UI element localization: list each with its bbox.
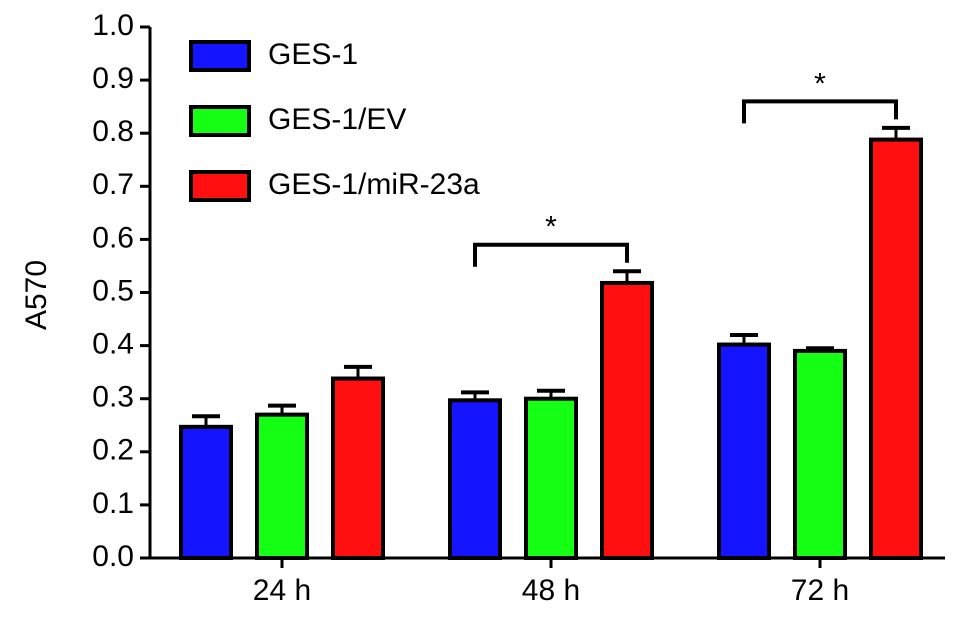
y-tick-label: 0.1 <box>92 487 134 520</box>
legend-swatch <box>189 105 251 137</box>
y-tick-label: 0.0 <box>92 540 134 573</box>
y-tick-label: 0.3 <box>92 381 134 414</box>
significance-bracket <box>742 99 898 124</box>
y-tick-label: 0.6 <box>92 221 134 254</box>
y-tick-label: 0.9 <box>92 62 134 95</box>
legend-swatch <box>189 40 251 72</box>
x-tick-label: 24 h <box>253 574 311 607</box>
legend: GES-1 GES-1/EV GES-1/miR-23a <box>189 38 480 202</box>
bar <box>255 412 309 560</box>
significance-star: * <box>545 211 557 244</box>
bar <box>600 280 654 560</box>
x-tick-label: 72 h <box>791 574 849 607</box>
significance-star: * <box>814 67 826 100</box>
bar <box>793 348 847 560</box>
bar <box>717 342 771 560</box>
y-tick-label: 1.0 <box>92 9 134 42</box>
significance-annotations: ** <box>473 67 898 267</box>
y-tick-label: 0.7 <box>92 168 134 201</box>
y-tick-label: 0.5 <box>92 274 134 307</box>
bar <box>179 424 233 560</box>
y-tick-label: 0.8 <box>92 115 134 148</box>
bar <box>524 396 578 561</box>
legend-swatch <box>189 170 251 202</box>
error-bars <box>192 125 910 427</box>
significance-bracket <box>473 242 629 267</box>
legend-label: GES-1/miR-23a <box>268 168 480 201</box>
legend-label: GES-1 <box>268 38 358 71</box>
bar <box>869 137 923 561</box>
axes: 0.0 0.1 0.2 0.3 0.4 0.5 0.6 0.7 0.8 0.9 1.0 24 h 48 … <box>92 9 945 607</box>
bar <box>331 376 385 560</box>
y-tick-label: 0.4 <box>92 328 134 361</box>
legend-label: GES-1/EV <box>268 103 406 136</box>
x-tick-label: 48 h <box>522 574 580 607</box>
bar <box>448 398 502 560</box>
y-axis-title: A570 <box>20 260 53 330</box>
y-tick-label: 0.2 <box>92 434 134 467</box>
